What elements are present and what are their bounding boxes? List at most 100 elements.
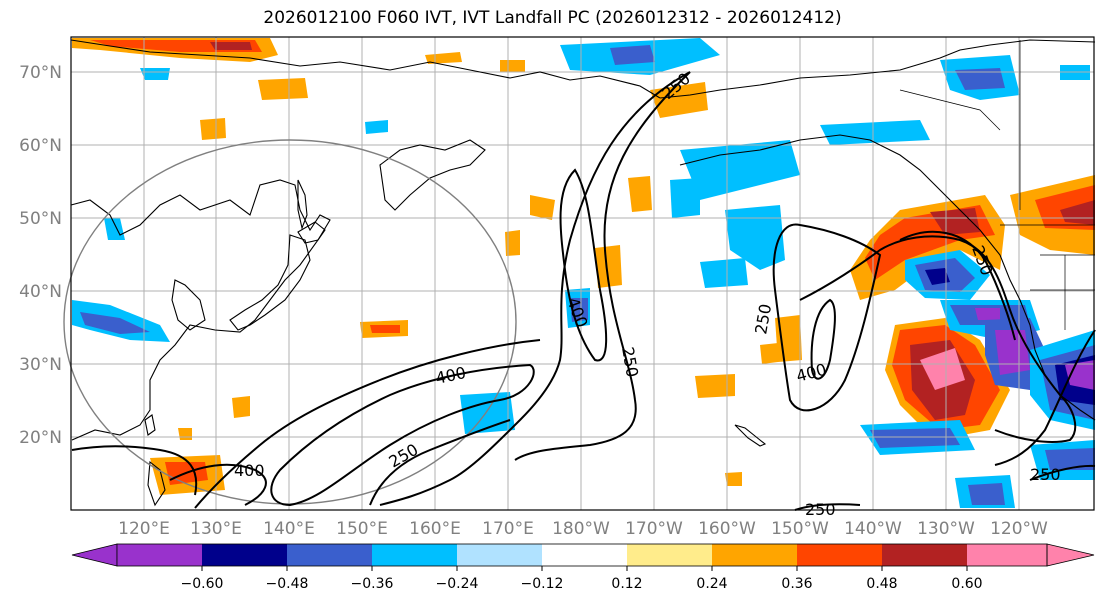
coastline-asia-north (70, 39, 661, 99)
coastline-hawaii (734, 424, 767, 447)
shade-region (695, 374, 735, 398)
shade-region (232, 396, 250, 418)
shade-region (725, 472, 742, 486)
ivt-contour-250 (369, 419, 511, 506)
coastline-japan (229, 234, 311, 331)
coastline-alaska (659, 39, 1096, 99)
shade-region (760, 343, 778, 364)
shade-region (365, 120, 388, 134)
shade-region (80, 312, 150, 334)
lat-label: 70°N (19, 63, 62, 83)
shade-region (968, 483, 1005, 505)
lon-label: 180°W (552, 519, 610, 539)
lon-label: 150°W (771, 519, 829, 539)
ivt-contour-250 (194, 339, 541, 509)
political-borders (899, 40, 1095, 330)
colorbar-segment (627, 544, 712, 566)
coastline-sakhalin (297, 179, 308, 230)
shade-region (425, 52, 462, 64)
shade-region (104, 218, 125, 240)
coastline-east-asia (70, 179, 331, 441)
coastline-korea (171, 279, 206, 331)
ivt-contour-400 (559, 168, 608, 362)
colorbar-extend-min (71, 543, 118, 567)
shade-region (258, 78, 308, 100)
lon-label: 140°E (263, 519, 315, 539)
pc-shading-layer (72, 38, 1095, 508)
ivt-contour-250 (514, 71, 691, 461)
shade-region (595, 245, 622, 288)
colorbar-segment (372, 544, 457, 566)
shade-region (920, 348, 965, 390)
coastline-kamchatka (379, 139, 486, 211)
ivt-contour-250 (379, 71, 691, 506)
ivt-contour-250 (71, 445, 198, 496)
shade-region (925, 268, 950, 285)
shade-region (500, 60, 525, 72)
shade-region (530, 195, 555, 220)
shade-region (140, 68, 170, 80)
colorbar-segment (797, 544, 882, 566)
shade-region (650, 82, 708, 118)
shade-region (680, 140, 800, 200)
colorbar-segment (967, 544, 1047, 566)
lon-label: 160°E (409, 519, 461, 539)
colorbar-tick-label: −0.24 (436, 576, 479, 592)
shade-region (200, 118, 226, 140)
colorbar-segment (117, 544, 202, 566)
border-line (899, 89, 1001, 131)
shade-region (775, 315, 802, 362)
shade-region (505, 230, 520, 256)
colorbar-extend-max (1046, 543, 1095, 567)
ivt-contours (71, 71, 1096, 511)
colorbar-segment (712, 544, 797, 566)
shade-region (1060, 200, 1095, 225)
shade-region (955, 68, 1005, 90)
shade-region (1065, 360, 1095, 390)
colorbar-tick-label: 0.48 (866, 576, 897, 592)
lon-label: 160°W (698, 519, 756, 539)
ivt-contour-250 (1029, 464, 1096, 481)
shade-region (670, 178, 700, 218)
lon-label: 150°E (336, 519, 388, 539)
colorbar-segment (202, 544, 287, 566)
lon-label: 140°W (844, 519, 902, 539)
map-title: 2026012100 F060 IVT, IVT Landfall PC (20… (263, 8, 842, 28)
coastlines (70, 39, 1096, 507)
ivt-contour-250 (799, 235, 1077, 443)
colorbar-tick-label: 0.12 (611, 576, 642, 592)
colorbar-tick-label: 0.36 (781, 576, 812, 592)
lat-label: 50°N (19, 209, 62, 229)
coastline-alaska-south (679, 134, 1096, 421)
lon-label: 170°W (625, 519, 683, 539)
shade-region (628, 176, 652, 212)
lat-label: 60°N (19, 136, 62, 156)
lon-label: 120°W (990, 519, 1048, 539)
shade-region (725, 205, 785, 270)
colorbar-tick-label: −0.36 (351, 576, 394, 592)
shade-region (930, 208, 980, 235)
colorbar-segment (457, 544, 542, 566)
shade-region (700, 258, 748, 288)
colorbar-tick-label: −0.48 (266, 576, 309, 592)
lat-label: 40°N (19, 282, 62, 302)
colorbar: −0.60 −0.48 −0.36 −0.24 −0.12 0.12 0.24 … (71, 543, 1095, 592)
shade-region (370, 325, 400, 333)
lon-label: 120°E (118, 519, 170, 539)
colorbar-tick-label: 0.60 (951, 576, 982, 592)
contour-label: 250 (618, 345, 642, 378)
lat-label: 30°N (19, 355, 62, 375)
shade-region (210, 42, 252, 50)
shade-region (975, 308, 1000, 320)
colorbar-segment (542, 544, 627, 566)
contour-label: 250 (751, 302, 775, 335)
shade-region (1045, 448, 1095, 470)
colorbar-segment (287, 544, 372, 566)
ivt-contour-250 (899, 230, 1016, 341)
ivt-contour-400 (270, 363, 535, 507)
lon-label: 130°W (917, 519, 975, 539)
contour-label: 400 (434, 363, 468, 388)
shade-region (178, 428, 192, 440)
colorbar-tick-label: −0.12 (521, 576, 564, 592)
